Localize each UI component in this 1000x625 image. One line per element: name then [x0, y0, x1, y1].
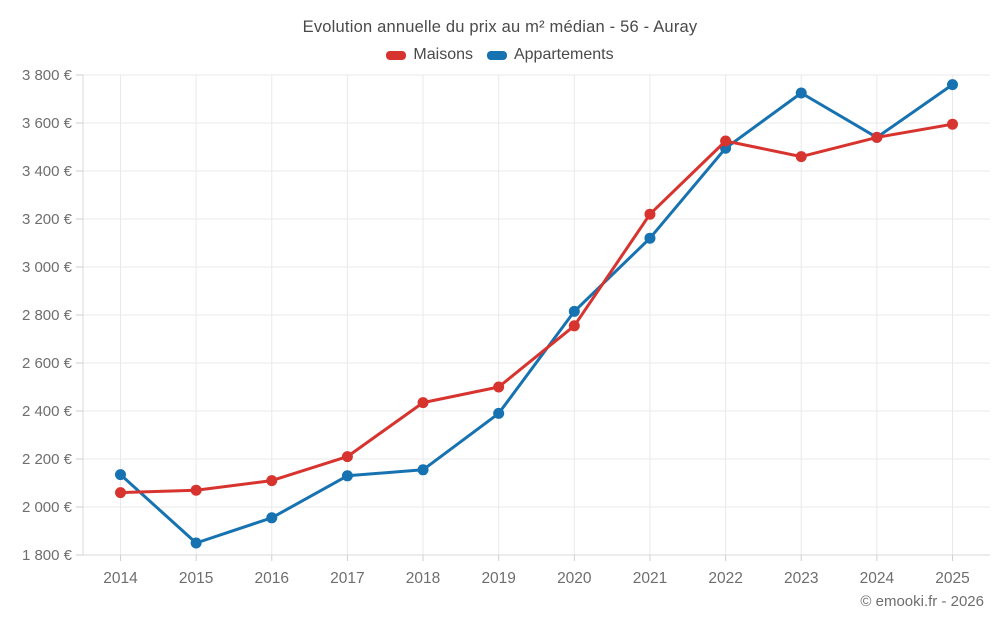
data-point-maisons-2020: [568, 320, 580, 332]
y-axis-tick-label: 2 600 €: [22, 355, 73, 372]
appartements-swatch-icon: [486, 50, 507, 60]
x-axis-tick-label: 2024: [860, 570, 895, 587]
data-point-appartements-2019: [493, 407, 505, 419]
data-point-maisons-2018: [417, 397, 429, 409]
y-axis-tick-label: 3 000 €: [22, 259, 73, 276]
data-point-appartements-2020: [568, 305, 580, 317]
data-point-maisons-2014: [115, 487, 126, 499]
x-axis-tick-label: 2015: [179, 570, 213, 587]
legend-item-appartements[interactable]: Appartements: [486, 46, 614, 64]
x-axis-tick-label: 2019: [481, 570, 515, 587]
data-point-appartements-2015: [190, 537, 202, 549]
y-axis-tick-label: 3 200 €: [22, 211, 73, 228]
y-axis-tick-label: 3 400 €: [22, 163, 73, 180]
data-point-appartements-2025: [947, 79, 958, 91]
x-axis-tick-label: 2018: [406, 570, 440, 587]
data-point-maisons-2023: [795, 151, 807, 163]
y-axis-tick-label: 3 600 €: [22, 115, 73, 132]
series-line-appartements: [119, 83, 954, 545]
x-axis-tick-label: 2022: [708, 570, 742, 587]
data-point-maisons-2019: [493, 381, 505, 393]
data-point-appartements-2023: [795, 87, 807, 99]
data-point-maisons-2017: [341, 451, 353, 463]
data-point-appartements-2014: [115, 469, 126, 481]
chart-legend: Maisons Appartements: [0, 46, 1000, 64]
data-point-maisons-2024: [871, 131, 883, 143]
chart-title: Evolution annuelle du prix au m² médian …: [302, 18, 698, 36]
data-point-maisons-2021: [644, 208, 656, 220]
y-axis-tick-label: 2 000 €: [22, 499, 73, 516]
data-point-appartements-2018: [417, 464, 429, 476]
data-point-maisons-2025: [947, 118, 958, 130]
x-axis-tick-label: 2017: [330, 570, 364, 587]
data-point-appartements-2016: [266, 512, 278, 524]
y-axis-tick-label: 1 800 €: [22, 547, 73, 564]
x-axis-tick-label: 2020: [557, 570, 592, 587]
x-axis-tick-label: 2025: [935, 570, 969, 587]
y-axis-tick-label: 2 400 €: [22, 403, 73, 420]
series-line-maisons: [119, 122, 954, 495]
data-point-appartements-2021: [644, 232, 656, 244]
data-point-maisons-2016: [266, 475, 278, 487]
data-point-maisons-2015: [190, 484, 202, 496]
legend-item-maisons[interactable]: Maisons: [386, 46, 473, 64]
x-axis-tick-label: 2021: [633, 570, 667, 587]
maisons-swatch-icon: [386, 50, 407, 60]
legend-label-maisons: Maisons: [413, 46, 473, 63]
y-axis-tick-label: 2 200 €: [22, 451, 73, 468]
data-point-maisons-2022: [720, 135, 732, 147]
x-axis-tick-label: 2023: [784, 570, 818, 587]
y-axis-tick-label: 3 800 €: [22, 67, 73, 84]
legend-label-appartements: Appartements: [513, 46, 614, 63]
x-axis-tick-label: 2014: [103, 570, 138, 587]
copyright-text: © emooki.fr - 2026: [860, 593, 984, 610]
data-point-appartements-2017: [341, 470, 353, 482]
x-axis-tick-label: 2016: [255, 570, 289, 587]
y-axis-tick-label: 2 800 €: [22, 307, 73, 324]
